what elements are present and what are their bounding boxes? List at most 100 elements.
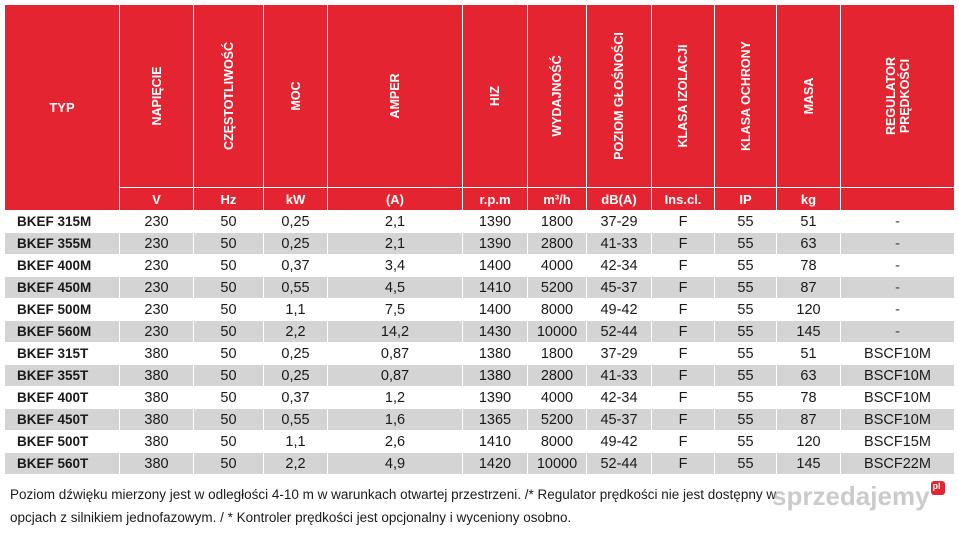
unit-cell: V <box>119 187 194 211</box>
header-col-label: HIZ <box>488 85 502 107</box>
table-cell: 8000 <box>527 430 587 453</box>
table-cell: 380 <box>119 342 194 365</box>
table-cell: 1800 <box>527 342 587 365</box>
table-cell: F <box>651 452 715 475</box>
table-cell: 45-37 <box>586 408 652 431</box>
unit-cell: IP <box>714 187 777 211</box>
header-col-5: WYDAJNOŚĆ <box>527 4 587 188</box>
table-cell: 1390 <box>462 210 528 233</box>
table-cell: 0,25 <box>263 364 328 387</box>
table-cell: - <box>840 276 955 299</box>
table-cell: 3,4 <box>327 254 463 277</box>
table-cell: 51 <box>776 342 841 365</box>
table-cell: 380 <box>119 386 194 409</box>
header-col-3: AMPER <box>327 4 463 188</box>
table-cell: 4,5 <box>327 276 463 299</box>
table-cell: 1800 <box>527 210 587 233</box>
table-cell: 50 <box>193 276 264 299</box>
table-cell: 10000 <box>527 452 587 475</box>
table-cell: 0,25 <box>263 342 328 365</box>
header-col-label: WYDAJNOŚĆ <box>550 55 564 137</box>
model-name-cell: BKEF 355M <box>4 232 120 255</box>
table-cell: 87 <box>776 276 841 299</box>
table-cell: 0,25 <box>263 210 328 233</box>
table-cell: 55 <box>714 320 777 343</box>
table-cell: 1410 <box>462 276 528 299</box>
table-cell: BSCF10M <box>840 364 955 387</box>
table-cell: F <box>651 232 715 255</box>
table-row: BKEF 315M 230 50 0,25 2,1 1390 1800 37-29 F 55 51- <box>4 210 955 233</box>
table-cell: 230 <box>119 232 194 255</box>
header-col-10: REGULATOR PRĘDKOŚCI <box>840 4 955 188</box>
table-cell: 55 <box>714 210 777 233</box>
table-cell: 55 <box>714 342 777 365</box>
table-cell: F <box>651 276 715 299</box>
table-row: BKEF 560M 230 50 2,2 14,2 1430 10000 52-44 F 55 14… <box>4 320 955 343</box>
table-cell: 230 <box>119 320 194 343</box>
model-name-cell: BKEF 560T <box>4 452 120 475</box>
table-cell: F <box>651 254 715 277</box>
table-cell: BSCF22M <box>840 452 955 475</box>
table-cell: 1390 <box>462 386 528 409</box>
model-name-cell: BKEF 400T <box>4 386 120 409</box>
table-cell: 0,55 <box>263 408 328 431</box>
table-cell: 1400 <box>462 298 528 321</box>
table-cell: 4,9 <box>327 452 463 475</box>
unit-cell: kW <box>263 187 328 211</box>
header-col-label: KLASA OCHRONY <box>738 41 753 151</box>
unit-cell: r.p.m <box>462 187 528 211</box>
table-cell: 8000 <box>527 298 587 321</box>
table-cell: 50 <box>193 430 264 453</box>
table-row: BKEF 355T 380 50 0,25 0,87 1380 2800 41-33 F 55 63… <box>4 364 955 387</box>
table-cell: 87 <box>776 408 841 431</box>
model-name-cell: BKEF 355T <box>4 364 120 387</box>
model-name-cell: BKEF 315T <box>4 342 120 365</box>
watermark-badge: pl <box>930 481 945 495</box>
header-col-9: MASA <box>776 4 841 188</box>
table-cell: 120 <box>776 430 841 453</box>
table-cell: 50 <box>193 254 264 277</box>
table-cell: 0,37 <box>263 386 328 409</box>
table-cell: 1365 <box>462 408 528 431</box>
table-cell: 5200 <box>527 276 587 299</box>
table-cell: 0,87 <box>327 364 463 387</box>
table-cell: F <box>651 386 715 409</box>
table-cell: F <box>651 320 715 343</box>
table-cell: 1380 <box>462 364 528 387</box>
table-cell: - <box>840 232 955 255</box>
header-row: TYP NAPIĘCIE CZĘSTOTLIWOŚĆ MOC AMPER HIZ WYDA… <box>4 4 955 211</box>
model-name-cell: BKEF 450T <box>4 408 120 431</box>
header-col-2: MOC <box>263 4 328 188</box>
table-cell: 0,87 <box>327 342 463 365</box>
header-col-8: KLASA OCHRONY <box>714 4 777 188</box>
table-cell: 63 <box>776 232 841 255</box>
model-name-cell: BKEF 500T <box>4 430 120 453</box>
table-row: BKEF 450M 230 50 0,55 4,5 1410 5200 45-37 F 55 87- <box>4 276 955 299</box>
table-cell: 380 <box>119 430 194 453</box>
table-row: BKEF 450T 380 50 0,55 1,6 1365 5200 45-37 F 55 87 B… <box>4 408 955 431</box>
header-col-label: NAPIĘCIE <box>149 66 164 126</box>
table-cell: 1,2 <box>327 386 463 409</box>
table-cell: 145 <box>776 452 841 475</box>
table-cell: 50 <box>193 210 264 233</box>
table-cell: 78 <box>776 386 841 409</box>
table-cell: 1,1 <box>263 298 328 321</box>
table-row: BKEF 400T 380 50 0,37 1,2 1390 4000 42-34 F 55 78 B… <box>4 386 955 409</box>
table-cell: 120 <box>776 298 841 321</box>
table-cell: 78 <box>776 254 841 277</box>
table-row: BKEF 400M 230 50 0,37 3,4 1400 4000 42-34 F 55 78- <box>4 254 955 277</box>
table-cell: 230 <box>119 276 194 299</box>
table-cell: F <box>651 364 715 387</box>
table-cell: 55 <box>714 408 777 431</box>
table-cell: 55 <box>714 430 777 453</box>
table-cell: 55 <box>714 298 777 321</box>
table-cell: 41-33 <box>586 364 652 387</box>
table-cell: 49-42 <box>586 298 652 321</box>
table-cell: 45-37 <box>586 276 652 299</box>
table-cell: 380 <box>119 408 194 431</box>
table-cell: 0,55 <box>263 276 328 299</box>
table-cell: 41-33 <box>586 232 652 255</box>
table-cell: 50 <box>193 298 264 321</box>
table-cell: 1420 <box>462 452 528 475</box>
